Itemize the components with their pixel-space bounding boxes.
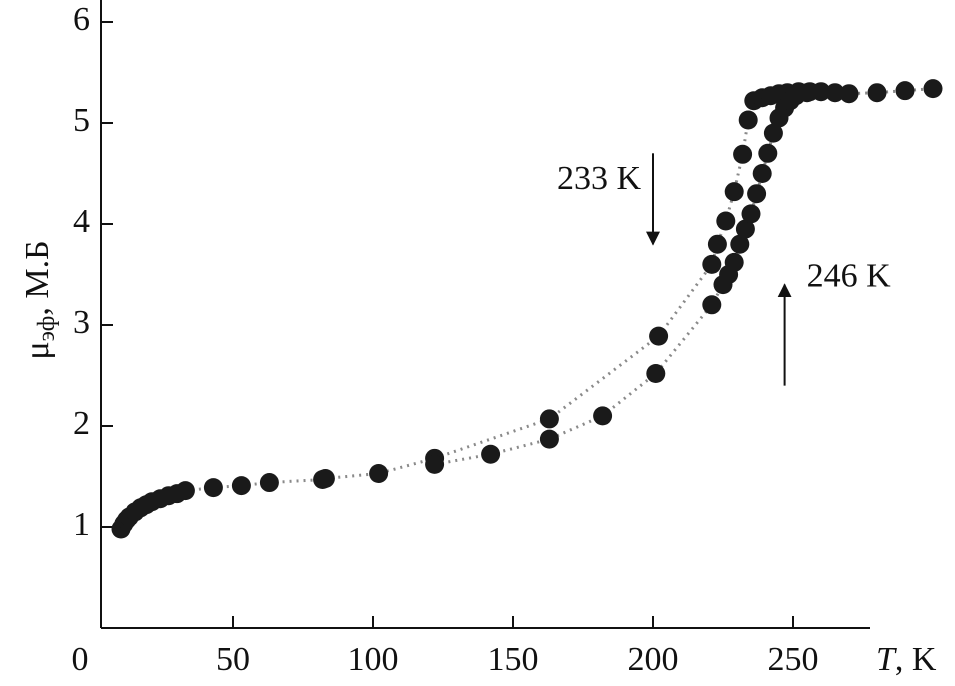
x-tick-label: 200	[628, 641, 679, 678]
data-point	[738, 110, 758, 130]
data-point	[733, 144, 753, 164]
data-point	[839, 84, 859, 104]
data-point	[867, 83, 887, 103]
data-point	[811, 82, 831, 102]
data-point	[175, 481, 195, 501]
y-tick-label: 3	[73, 304, 90, 341]
data-point	[646, 363, 666, 383]
y-tick-label: 4	[73, 203, 90, 240]
data-point	[763, 123, 783, 143]
y-label-sub: эф	[34, 316, 60, 342]
data-point	[259, 473, 279, 493]
data-point	[741, 204, 761, 224]
x-label-var: T	[876, 641, 897, 678]
data-point	[369, 463, 389, 483]
data-point	[649, 326, 669, 346]
x-axis-label: T, K	[876, 641, 937, 678]
trend-line	[434, 91, 808, 466]
x-tick-label: 0	[72, 641, 89, 678]
data-point	[923, 79, 943, 99]
annotation-label: 246 K	[807, 257, 892, 294]
data-point	[730, 234, 750, 254]
data-point	[702, 254, 722, 274]
data-point	[735, 219, 755, 239]
data-point	[747, 184, 767, 204]
y-tick-label: 1	[73, 506, 90, 543]
data-point	[825, 83, 845, 103]
x-label-unit: , K	[895, 641, 937, 678]
annotation-label: 233 K	[557, 160, 642, 197]
data-point	[716, 211, 736, 231]
data-point	[707, 234, 727, 254]
data-point	[724, 252, 744, 272]
data-point	[231, 476, 251, 496]
x-tick-label: 100	[348, 641, 399, 678]
data-point	[758, 143, 778, 163]
data-point	[752, 164, 772, 183]
y-axis-label: μэф, М.Б	[19, 240, 60, 359]
y-label-unit: , М.Б	[19, 240, 56, 315]
data-point	[797, 83, 817, 103]
trend-line	[119, 87, 934, 530]
y-tick-label: 2	[73, 405, 90, 442]
x-tick-label: 250	[768, 641, 819, 678]
x-tick-label: 50	[216, 641, 250, 678]
data-point	[481, 444, 501, 464]
y-tick-label: 5	[73, 102, 90, 139]
data-point	[724, 182, 744, 202]
data-point	[203, 478, 223, 498]
data-point	[895, 81, 915, 101]
y-tick-label: 6	[73, 1, 90, 38]
data-point	[539, 429, 559, 449]
y-label-var: μ	[19, 341, 56, 359]
data-point	[702, 295, 722, 315]
data-point	[539, 409, 559, 429]
data-point	[315, 469, 335, 489]
x-tick-label: 150	[488, 641, 539, 678]
data-point	[593, 406, 613, 426]
data-point	[425, 454, 445, 474]
